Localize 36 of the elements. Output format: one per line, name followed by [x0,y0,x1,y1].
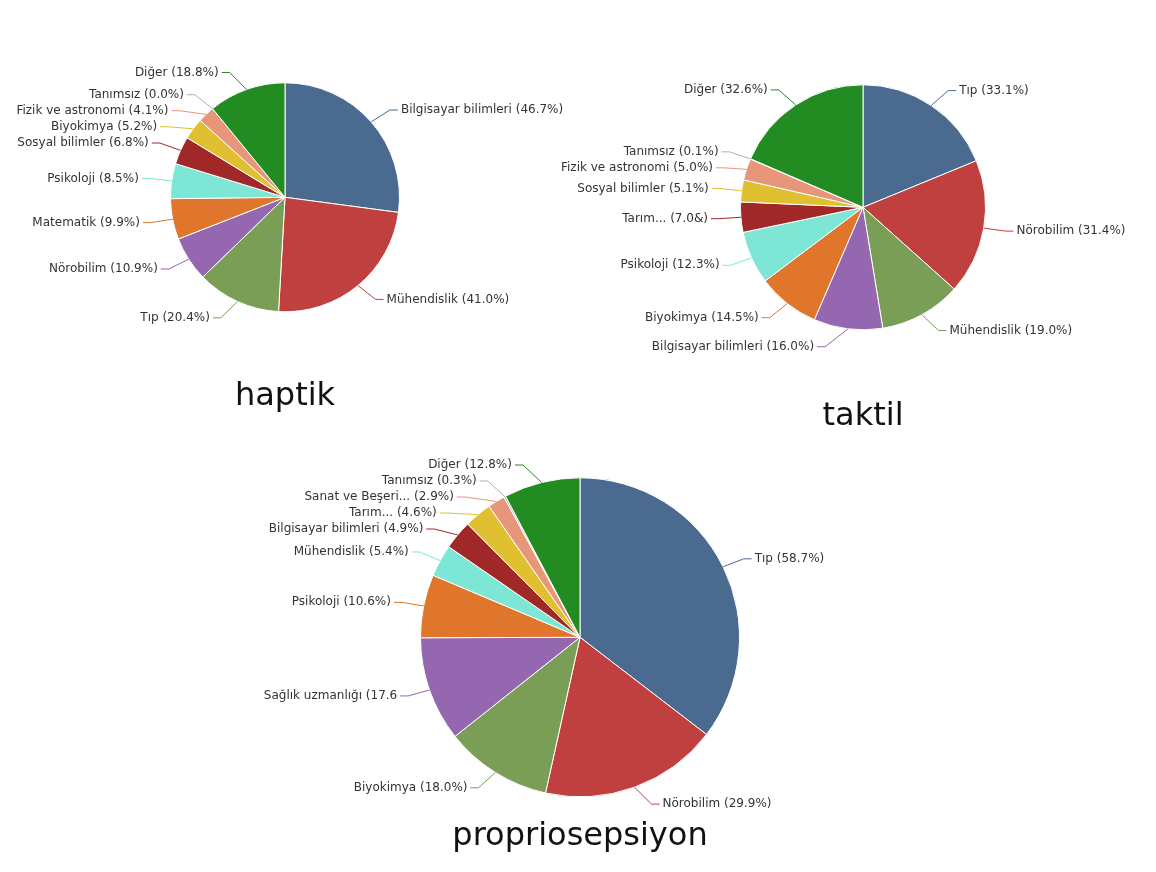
slice-label: Tıp (58.7%) [753,550,825,565]
slice-label: Sosyal bilimler (6.8%) [17,135,149,150]
slice-label: Psikoloji (8.5%) [47,170,139,185]
text: propriosepsiyon [452,815,708,854]
slice-label: Diğer (18.8%) [134,64,219,79]
slice-label: Nörobilim (29.9%) [662,796,772,811]
text: haptik [234,375,336,414]
slice-label: Fizik ve astronomi (4.1%) [16,102,169,117]
slice-label: Biyokimya (18.0%) [353,779,468,794]
slice-label: Matematik (9.9%) [32,214,140,229]
slice-label: Psikoloji (10.6%) [291,594,391,609]
text: taktil [822,395,904,434]
slice-label: Diğer (32.6%) [683,82,768,97]
slice-label: Mühendislik (19.0%) [949,322,1073,337]
slice-label: Biyokimya (5.2%) [51,118,158,133]
slice-label: Tanımsız (0.1%) [622,143,719,158]
slice-label: Nörobilim (10.9%) [48,261,158,276]
slice-label: Mühendislik (41.0%) [386,291,510,306]
slice-label: Sosyal bilimler (5.1%) [577,180,709,195]
slice-label: Bilgisayar bilimleri (4.9%) [268,521,424,536]
slice-label: Bilgisayar bilimleri (46.7%) [400,102,564,117]
slice-label: Diğer (12.8%) [428,457,512,472]
slice-label: Mühendislik (5.4%) [293,544,409,559]
slice-label: Nörobilim (31.4%) [1016,223,1126,238]
slice-label: Fizik ve astronomi (5.0%) [560,159,713,174]
slice-label: Psikoloji (12.3%) [620,257,720,272]
slice-label: Tıp (33.1%) [958,82,1029,97]
slice-label: Tarım... (7.0&) [621,210,708,225]
slice-label: Sağlık uzmanlığı (17.6 [263,688,398,703]
slice-label: Tanımsız (0.3%) [380,473,477,488]
slice-label: Tıp (20.4%) [139,309,210,324]
slice-label: Tarım... (4.6%) [347,505,437,520]
slice-label: Biyokimya (14.5%) [644,309,759,324]
slice-label: Sanat ve Beşeri... (2.9%) [304,489,454,504]
slice-label: Bilgisayar bilimleri (16.0%) [651,338,815,353]
legend-label: Tanımsız (0.0%) [88,86,184,101]
